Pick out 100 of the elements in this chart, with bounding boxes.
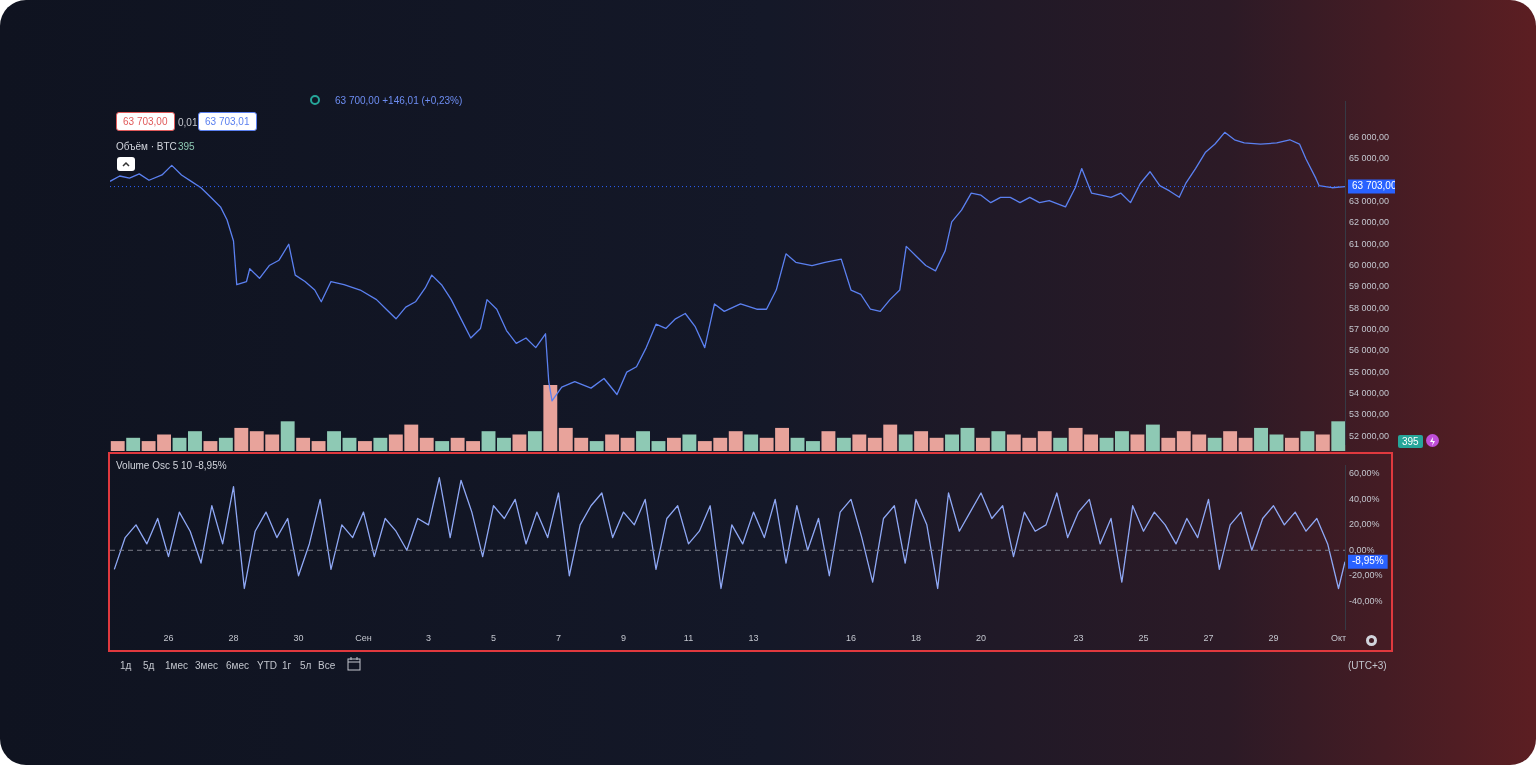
bar — [620, 437, 635, 451]
text: 3мес — [195, 660, 218, 671]
y-tick-label: 60 000,00 — [1349, 260, 1390, 271]
bar — [1145, 424, 1160, 451]
x-tick-label: 3 — [425, 633, 432, 644]
bar — [1315, 434, 1330, 451]
x-tick-label: 9 — [620, 633, 627, 644]
bar — [744, 434, 759, 451]
x-tick-label: 20 — [975, 633, 987, 644]
annotation: 63 703,01 — [198, 112, 257, 131]
bar — [991, 431, 1006, 451]
y-tick-label: 58 000,00 — [1349, 302, 1390, 313]
y-tick-label: 55 000,00 — [1349, 366, 1390, 377]
bar — [914, 431, 929, 451]
bar — [1284, 437, 1299, 451]
bar — [373, 437, 388, 451]
bar — [296, 437, 311, 451]
bar — [1099, 437, 1114, 451]
x-tick-label: 16 — [845, 633, 857, 644]
bar — [666, 437, 681, 451]
text: 5л — [300, 660, 312, 671]
bar — [1300, 431, 1315, 451]
text: 6мес — [226, 660, 249, 671]
bar — [728, 431, 743, 451]
x-tick-label: 26 — [163, 633, 174, 644]
y-tick-label: 61 000,00 — [1349, 238, 1390, 249]
bar — [589, 441, 604, 451]
bar — [1207, 437, 1222, 451]
y-tick-label: 66 000,00 — [1349, 132, 1390, 143]
y-tick-label: 52 000,00 — [1349, 430, 1390, 441]
bar — [852, 434, 867, 451]
annotation: 395 — [178, 141, 195, 152]
x-tick-label: 13 — [748, 633, 759, 644]
bar — [435, 441, 450, 451]
bar — [512, 434, 527, 451]
bar — [311, 441, 326, 451]
bar — [327, 431, 341, 451]
annotation: 63 703,00 — [116, 112, 175, 131]
bar — [605, 434, 620, 451]
y-tick-label: 40,00% — [1349, 493, 1380, 504]
y-tick-label: 62 000,00 — [1349, 217, 1390, 228]
x-tick-label: 30 — [293, 633, 304, 644]
bar — [1238, 437, 1253, 451]
annotation: 63 700,00 +146,01 (+0,23%) — [335, 95, 463, 106]
y-tick-label: 57 000,00 — [1349, 323, 1390, 334]
text: 5д — [143, 660, 155, 671]
bar — [357, 441, 372, 451]
bar — [218, 437, 233, 451]
bar — [836, 437, 851, 451]
y-tick-label: 53 000,00 — [1349, 409, 1390, 420]
y-tick-label: 60,00% — [1349, 468, 1380, 479]
bar — [419, 437, 434, 451]
bar — [126, 437, 141, 451]
text: 395 — [1398, 435, 1423, 448]
bar — [543, 385, 558, 451]
y-tick-label: 56 000,00 — [1349, 345, 1390, 356]
text: (UTC+3) — [1348, 660, 1387, 671]
x-tick-label: 29 — [1268, 633, 1279, 644]
y-tick-label: 20,00% — [1349, 519, 1380, 530]
bar — [527, 431, 542, 451]
x-tick-label: 25 — [1138, 633, 1149, 644]
bar — [280, 421, 295, 451]
text: 1д — [120, 660, 132, 671]
y-tick-label: 63 000,00 — [1349, 196, 1390, 207]
bar — [1223, 431, 1238, 451]
bar — [1331, 421, 1346, 451]
y-tick-label: -20,00% — [1349, 570, 1383, 581]
text: Все — [318, 660, 336, 671]
bar — [110, 441, 125, 451]
bar — [821, 431, 836, 451]
bar — [960, 427, 975, 451]
bar — [682, 434, 697, 451]
bar — [898, 434, 913, 451]
bar — [234, 427, 249, 451]
x-tick-label: Сен — [355, 633, 372, 644]
bar — [1254, 427, 1268, 451]
bar — [790, 437, 805, 451]
bar — [651, 441, 666, 451]
bar — [188, 431, 202, 451]
bar — [481, 431, 496, 451]
bar — [1115, 431, 1129, 451]
chart-title: Volume Osc 5 10 -8,95% — [116, 460, 227, 471]
bar — [1161, 437, 1176, 451]
y-tick-label: 65 000,00 — [1349, 153, 1390, 164]
x-tick-label: 27 — [1203, 633, 1214, 644]
text: 1мес — [165, 660, 188, 671]
bar — [945, 434, 959, 451]
bar — [1130, 434, 1145, 451]
bar — [203, 441, 218, 451]
y-tick-label: -40,00% — [1349, 595, 1383, 606]
x-tick-label: 28 — [228, 633, 239, 644]
y-tick-label: 54 000,00 — [1349, 387, 1390, 398]
text: 1г — [282, 660, 292, 671]
y-tick-label: 59 000,00 — [1349, 281, 1390, 292]
bar — [1269, 434, 1284, 451]
bar — [342, 437, 357, 451]
bar — [1037, 431, 1052, 451]
bar — [636, 431, 650, 451]
bar — [929, 437, 944, 451]
x-tick-label: Окт — [1330, 633, 1347, 644]
